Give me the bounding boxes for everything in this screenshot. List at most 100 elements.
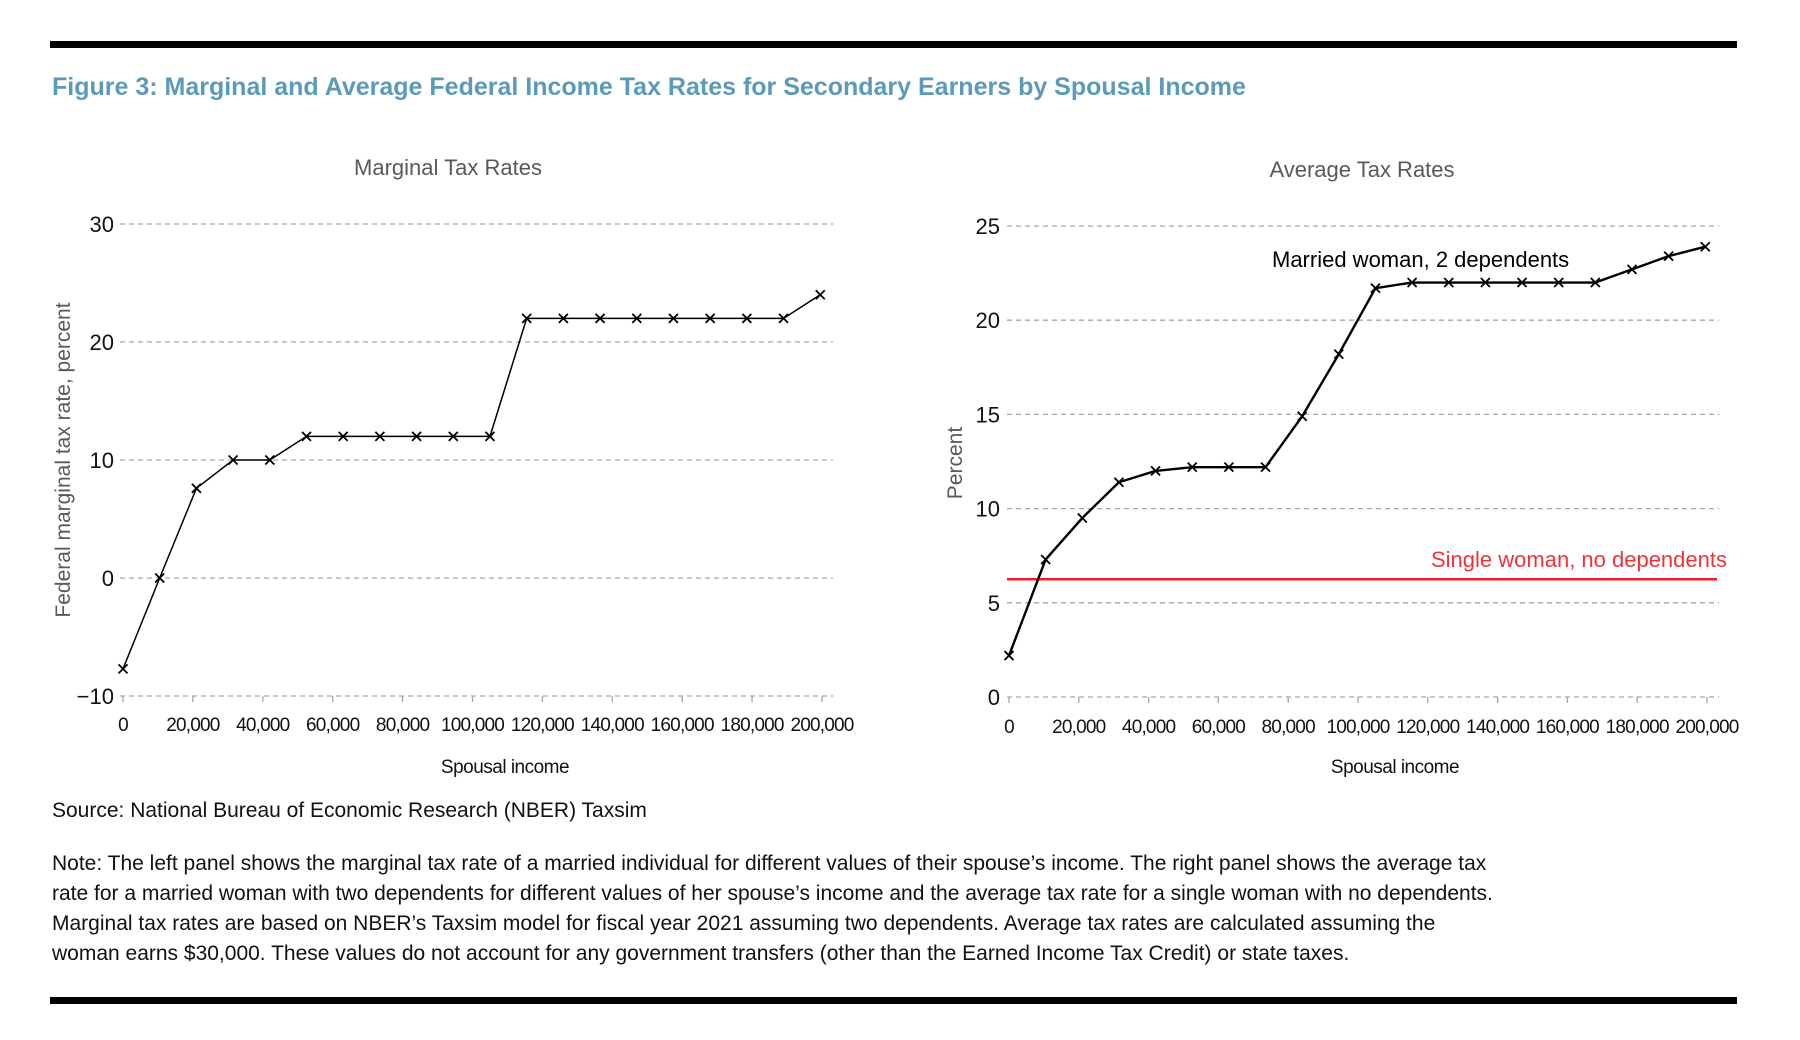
average-data-point [1187, 462, 1198, 473]
average-data-point [1590, 277, 1601, 288]
note-line-2: rate for a married woman with two depend… [52, 882, 1493, 905]
average-data-point [1443, 277, 1454, 288]
marginal-data-point [594, 313, 606, 324]
marginal-x-axis-label: Spousal income [441, 757, 569, 778]
marginal-data-point [558, 313, 569, 324]
average-y-tick-label: 0 [988, 685, 1000, 710]
average-data-point [1003, 650, 1015, 661]
note-line-3: Marginal tax rates are based on NBER’s T… [52, 912, 1435, 935]
marginal-data-point [301, 431, 312, 442]
marginal-x-tick-label: 20,000 [166, 715, 220, 736]
marginal-data-point [264, 454, 275, 466]
average-data-point [1553, 277, 1564, 288]
marginal-y-tick-label: 10 [90, 448, 114, 473]
marginal-data-point [741, 313, 752, 324]
average-data-point [1663, 251, 1674, 262]
average-x-tick-label: 40,000 [1122, 717, 1176, 738]
marginal-x-tick-label: 100,000 [441, 715, 504, 736]
marginal-x-tick-label: 40,000 [236, 715, 290, 736]
marginal-data-point [448, 431, 459, 442]
marginal-x-tick-label: 160,000 [651, 715, 714, 736]
married-woman-series [1003, 241, 1711, 661]
average-x-tick-label: 20,000 [1052, 717, 1106, 738]
marginal-y-tick-label: −10 [77, 684, 114, 709]
average-y-tick-label: 10 [976, 497, 1000, 522]
average-data-point [1260, 462, 1271, 473]
marginal-data-point [191, 483, 202, 494]
note-line-4: woman earns $30,000. These values do not… [51, 942, 1349, 965]
average-gridlines [1007, 225, 1719, 698]
average-data-point [1333, 348, 1344, 360]
bottom-rule [50, 997, 1737, 1004]
single-woman-annotation: Single woman, no dependents [1431, 547, 1727, 572]
average-x-tick-label: 120,000 [1396, 717, 1459, 738]
marginal-gridlines [120, 223, 833, 697]
average-x-tick-label: 60,000 [1192, 717, 1246, 738]
marginal-data-point [815, 289, 826, 300]
figure-title: Figure 3: Marginal and Average Federal I… [52, 73, 1246, 101]
marginal-chart-title: Marginal Tax Rates [354, 155, 542, 180]
marginal-x-tick-label: 180,000 [721, 715, 784, 736]
average-x-tick-label: 200,000 [1675, 717, 1738, 738]
marginal-data-point [374, 431, 386, 442]
top-rule [50, 41, 1737, 48]
average-y-tick-label: 5 [988, 591, 1000, 616]
marginal-data-point [631, 313, 642, 324]
marginal-y-ticks: −10 0 10 20 30 [77, 212, 114, 709]
marginal-data-point [338, 431, 349, 442]
average-y-tick-label: 20 [976, 308, 1000, 333]
note-line-1: Note: The left panel shows the marginal … [52, 852, 1487, 875]
average-x-tick-label: 80,000 [1262, 717, 1316, 738]
average-x-tick-label: 160,000 [1536, 717, 1599, 738]
average-data-point [1700, 241, 1711, 252]
average-tax-rates-panel: Average Tax Rates Percent Spousal income… [944, 157, 1740, 778]
marginal-y-tick-label: 20 [90, 330, 114, 355]
marginal-y-axis-label: Federal marginal tax rate, percent [52, 302, 75, 617]
source-note: Source: National Bureau of Economic Rese… [52, 799, 647, 822]
average-data-point [1516, 277, 1528, 288]
average-data-point [1223, 462, 1235, 473]
average-x-tick-label: 180,000 [1606, 717, 1669, 738]
marginal-data-point [484, 431, 496, 442]
marginal-y-tick-label: 0 [102, 566, 114, 591]
marginal-x-tick-label: 140,000 [581, 715, 644, 736]
average-y-axis-label: Percent [944, 427, 967, 500]
average-data-point [1040, 554, 1051, 565]
marginal-y-tick-label: 30 [90, 212, 114, 237]
marginal-x-ticks: 0 20,000 40,000 60,000 80,000 100,000 120,000 1… [118, 696, 855, 736]
average-x-axis-label: Spousal income [1331, 757, 1459, 778]
average-data-point [1113, 477, 1125, 488]
marginal-tax-rates-panel: Marginal Tax Rates Federal marginal tax … [52, 155, 855, 778]
average-series-line [1007, 245, 1706, 656]
average-data-point [1370, 283, 1381, 294]
average-data-point [1480, 277, 1491, 288]
marginal-data-point [411, 431, 422, 442]
average-y-tick-label: 25 [976, 214, 1000, 239]
average-data-point [1626, 264, 1638, 275]
average-data-point [1406, 277, 1418, 288]
marginal-x-tick-label: 80,000 [376, 715, 430, 736]
marginal-x-tick-label: 200,000 [790, 715, 853, 736]
marginal-x-tick-label: 60,000 [306, 715, 360, 736]
marginal-series-line [122, 294, 821, 670]
average-chart-title: Average Tax Rates [1269, 157, 1454, 182]
marginal-x-tick-label: 0 [118, 715, 128, 736]
average-y-tick-label: 15 [976, 402, 1000, 427]
average-x-ticks: 0 20,000 40,000 60,000 80,000 100,000 120,000 1… [1004, 697, 1740, 738]
married-woman-annotation: Married woman, 2 dependents [1272, 247, 1569, 272]
marginal-data-point [705, 313, 716, 324]
average-data-point [1297, 411, 1308, 422]
average-data-point [1077, 512, 1088, 524]
marginal-data-point [521, 313, 532, 324]
marginal-data-point [117, 663, 129, 674]
marginal-data-point [778, 313, 789, 324]
average-y-ticks: 0 5 10 15 20 25 [976, 214, 1000, 710]
marginal-data-point [227, 454, 239, 466]
marginal-x-tick-label: 120,000 [511, 715, 574, 736]
average-x-tick-label: 0 [1004, 717, 1014, 738]
average-data-point [1150, 465, 1161, 477]
marginal-data-point [668, 313, 679, 324]
average-x-tick-label: 140,000 [1466, 717, 1529, 738]
marginal-series [117, 289, 826, 674]
